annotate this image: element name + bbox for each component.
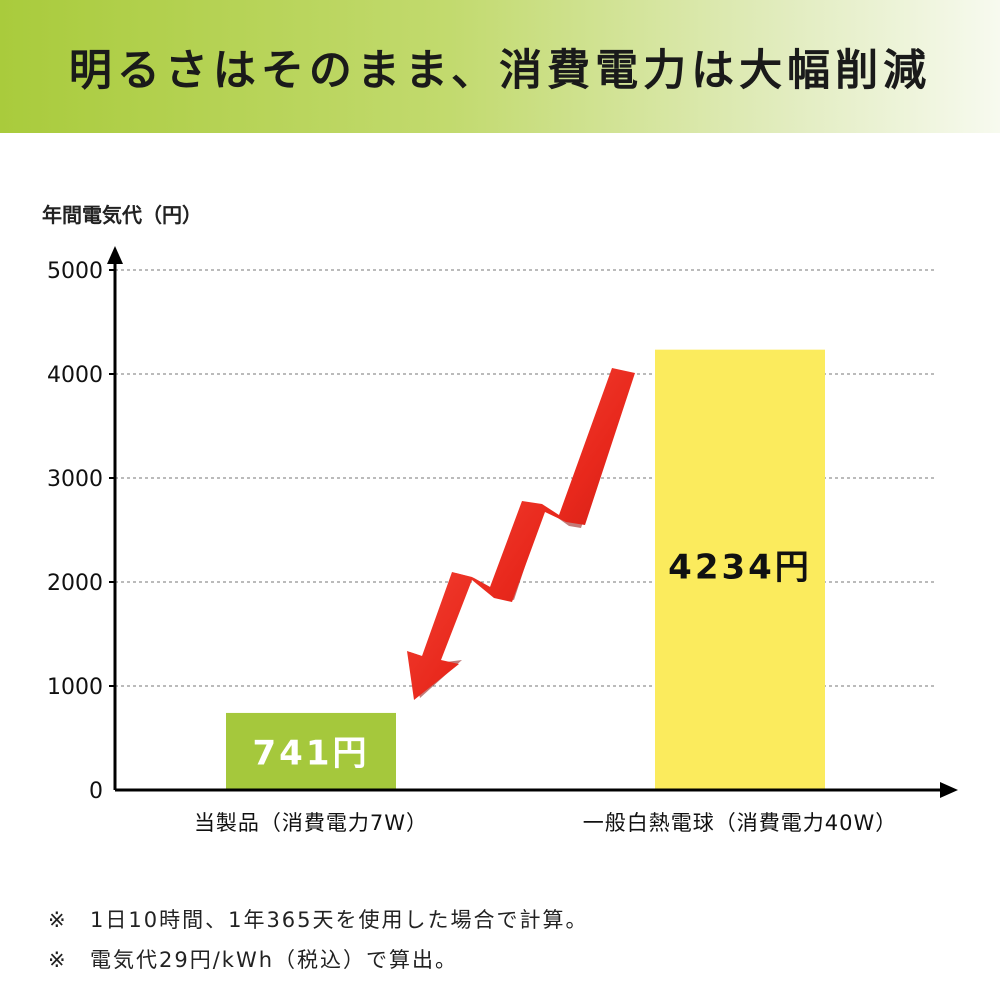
note-mark: ※ (48, 948, 68, 972)
bar (655, 349, 825, 790)
y-tick-label: 2000 (47, 571, 103, 596)
data-label: 4234円 (668, 547, 812, 587)
header-banner: 明るさはそのまま、消費電力は大幅削減 (0, 0, 1000, 133)
footnotes: ※ 1日10時間、1年365天を使用した場合で計算。 ※ 電気代29円/kWh（税込… (48, 900, 589, 980)
page-title: 明るさはそのまま、消費電力は大幅削減 (68, 45, 932, 96)
data-label: 741円 (253, 733, 370, 773)
y-tick-labels: 0 1000 2000 3000 4000 5000 (47, 259, 103, 804)
y-tick-label: 5000 (47, 259, 103, 284)
note-mark: ※ (48, 908, 68, 932)
x-tick-label: 当製品（消費電力7W） (194, 811, 428, 835)
y-tick-label: 3000 (47, 467, 103, 492)
bar (226, 712, 396, 790)
bars: 741円 4234円 (226, 349, 825, 790)
x-tick-labels: 当製品（消費電力7W） 一般白熱電球（消費電力40W） (194, 811, 898, 835)
y-axis-arrowhead (107, 246, 123, 264)
footnote: ※ 電気代29円/kWh（税込）で算出。 (48, 940, 589, 980)
x-axis-arrowhead (940, 782, 958, 798)
note-text: 1日10時間、1年365天を使用した場合で計算。 (90, 908, 589, 932)
y-tick-label: 4000 (47, 363, 103, 388)
decline-arrow-icon (407, 368, 635, 700)
y-tick-label: 1000 (47, 675, 103, 700)
footnote: ※ 1日10時間、1年365天を使用した場合で計算。 (48, 900, 589, 940)
note-text: 電気代29円/kWh（税込）で算出。 (90, 948, 459, 972)
bar-chart: 年間電気代（円） 0 1000 2000 3000 4000 5000 741円 4234円… (42, 203, 958, 835)
y-axis-label: 年間電気代（円） (42, 203, 202, 227)
x-tick-label: 一般白熱電球（消費電力40W） (583, 811, 898, 835)
y-tick-label: 0 (89, 779, 103, 804)
